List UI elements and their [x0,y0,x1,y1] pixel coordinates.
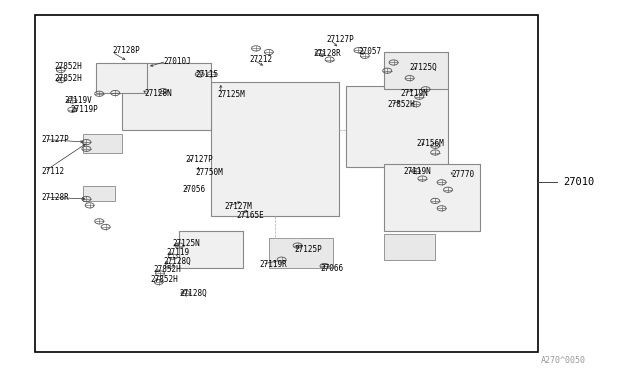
Text: 27128R: 27128R [314,49,341,58]
Bar [269,238,333,268]
Bar [96,63,147,93]
Text: 27125P: 27125P [294,245,322,254]
Text: 27125M: 27125M [218,90,245,99]
Text: 27127P: 27127P [186,155,213,164]
Text: 27112: 27112 [42,167,65,176]
Text: 27852H: 27852H [387,100,415,109]
Text: 27119P: 27119P [70,105,98,114]
Text: 27165E: 27165E [237,211,264,220]
Text: 27852H: 27852H [154,265,181,274]
Bar [83,134,122,153]
Bar [35,15,538,352]
Text: 27127P: 27127P [42,135,69,144]
Text: 27119R: 27119R [259,260,287,269]
Bar [211,82,339,216]
Text: 27125Q: 27125Q [410,62,437,71]
Text: 27119: 27119 [166,248,189,257]
Text: 27212: 27212 [250,55,273,64]
Bar [179,231,243,268]
Text: 27852H: 27852H [54,62,82,71]
Text: 27115: 27115 [195,70,218,79]
Text: 27770: 27770 [451,170,474,179]
Text: 27127P: 27127P [326,35,354,44]
Text: 27010J: 27010J [163,57,191,66]
Text: A270^0050: A270^0050 [541,356,586,365]
Text: 27057: 27057 [358,47,381,56]
Text: 27156M: 27156M [416,139,444,148]
Text: 27066: 27066 [320,264,343,273]
Text: 27119N: 27119N [400,89,428,97]
Text: 27852H: 27852H [150,275,178,284]
Bar [346,86,448,167]
Text: 27010: 27010 [563,177,595,187]
Text: 27125N: 27125N [173,239,200,248]
Text: 27119V: 27119V [64,96,92,105]
Bar [384,52,448,89]
Text: 27128Q: 27128Q [179,289,207,298]
Text: 27852H: 27852H [54,74,82,83]
Text: 27128Q: 27128Q [163,257,191,266]
Bar [83,186,115,201]
Text: 27750M: 27750M [195,169,223,177]
Text: 27128R: 27128R [42,193,69,202]
Text: 27128P: 27128P [112,46,140,55]
Text: 27128N: 27128N [144,89,172,97]
Bar [122,63,211,130]
Text: 27056: 27056 [182,185,205,194]
Text: 27127M: 27127M [224,202,252,211]
Bar [384,234,435,260]
Text: 27119N: 27119N [403,167,431,176]
Bar [384,164,480,231]
